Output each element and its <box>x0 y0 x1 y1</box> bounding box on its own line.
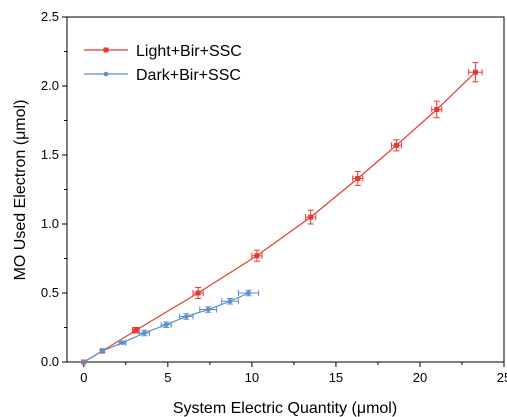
x-tick-label: 0 <box>80 370 87 385</box>
data-point <box>246 290 251 296</box>
legend-entry-1: Light+Bir+SSC <box>84 43 242 60</box>
y-axis: 0.0 0.5 1.0 1.5 2.0 2.5 <box>41 9 67 369</box>
series-layer <box>81 62 483 365</box>
series-1 <box>81 62 483 365</box>
data-point <box>120 340 125 345</box>
x-tick-label: 10 <box>245 370 259 385</box>
data-point <box>163 322 169 328</box>
data-point <box>133 327 139 333</box>
data-point <box>434 106 440 112</box>
data-point <box>254 253 260 259</box>
x-axis-title: System Electric Quantity (μmol) <box>173 400 397 417</box>
x-tick-label: 20 <box>413 370 427 385</box>
y-axis-title: MO Used Electron (μmol) <box>12 100 29 281</box>
x-tick-label: 5 <box>164 370 171 385</box>
series-line <box>83 71 476 363</box>
data-point <box>393 142 399 148</box>
y-tick-label: 0.0 <box>41 354 59 369</box>
legend-label: Light+Bir+SSC <box>136 43 242 60</box>
legend-marker <box>103 71 109 77</box>
data-point <box>472 69 478 75</box>
legend-label: Dark+Bir+SSC <box>136 67 241 84</box>
data-point <box>205 307 211 312</box>
x-tick-label: 25 <box>497 370 507 385</box>
x-tick-label: 15 <box>329 370 343 385</box>
data-point <box>184 314 189 319</box>
y-tick-label: 2.5 <box>41 9 59 24</box>
y-tick-label: 1.0 <box>41 216 59 231</box>
legend: Light+Bir+SSC Dark+Bir+SSC <box>84 43 242 84</box>
data-point <box>195 290 201 296</box>
data-point <box>308 214 314 220</box>
x-axis: 0 5 10 15 20 25 <box>80 362 507 385</box>
plot-frame <box>66 16 505 363</box>
data-point <box>142 330 147 336</box>
legend-entry-2: Dark+Bir+SSC <box>84 67 241 84</box>
series-2 <box>81 289 260 365</box>
y-tick-label: 1.5 <box>41 147 59 162</box>
data-point <box>355 175 361 181</box>
y-tick-label: 2.0 <box>41 78 59 93</box>
data-point <box>227 298 233 304</box>
y-tick-label: 0.5 <box>41 285 59 300</box>
data-point <box>81 359 87 365</box>
data-point <box>99 348 105 354</box>
legend-marker <box>103 47 109 53</box>
